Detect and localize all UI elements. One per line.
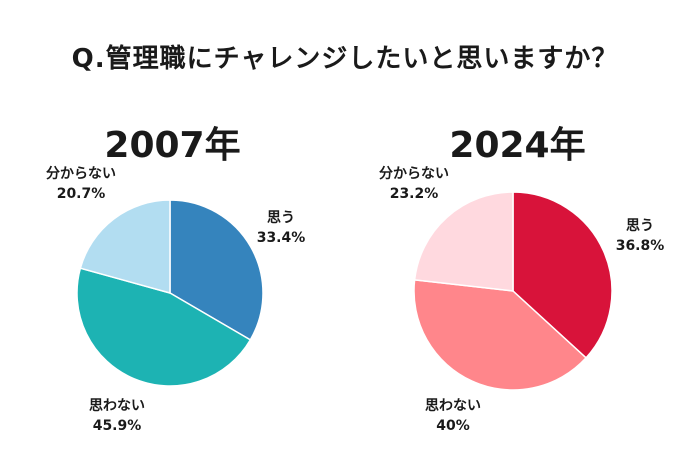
slice-value: 20.7% bbox=[56, 186, 106, 202]
pie-slice-omowanai-2024 bbox=[413, 279, 588, 391]
slice-value: 40% bbox=[436, 418, 470, 434]
slice-value: 45.9% bbox=[92, 418, 142, 434]
slice-label-wakaranai-2007: 分からない 20.7% bbox=[26, 164, 136, 204]
slice-label-omou-2024: 思う 36.8% bbox=[585, 216, 690, 256]
slice-name: 分からない bbox=[46, 166, 116, 182]
pie-svg-2007 bbox=[76, 199, 264, 387]
slice-name: 思わない bbox=[89, 398, 145, 414]
pie-slice-omowanai-2007 bbox=[76, 267, 252, 387]
question-title: Q.管理職にチャレンジしたいと思いますか？ bbox=[71, 44, 619, 74]
pie-slice-omou-2024 bbox=[512, 191, 613, 359]
chart-title-2007: 2007年 bbox=[104, 125, 241, 166]
pie-chart-2024: 2024年 思う 36.8% 思わない 40% 分からない 23.2% bbox=[345, 0, 690, 460]
slice-name: 思う bbox=[267, 210, 295, 226]
pie-slice-wakaranai-2007 bbox=[79, 199, 171, 294]
pie-slice-omou-2007 bbox=[169, 199, 264, 341]
pie-slice-wakaranai-2024 bbox=[413, 191, 514, 292]
pie-svg-2024 bbox=[413, 191, 613, 391]
slice-label-wakaranai-2024: 分からない 23.2% bbox=[359, 164, 469, 204]
slice-name: 分からない bbox=[379, 166, 449, 182]
slice-value: 36.8% bbox=[615, 238, 665, 254]
slice-name: 思う bbox=[626, 218, 654, 234]
slice-label-omowanai-2007: 思わない 45.9% bbox=[62, 396, 172, 436]
chart-title-2024: 2024年 bbox=[449, 125, 586, 166]
slice-value: 23.2% bbox=[389, 186, 439, 202]
pie-chart-2007: 2007年 思う 33.4% 思わない 45.9% 分からない 20.7% bbox=[26, 125, 336, 436]
slice-name: 思わない bbox=[425, 398, 481, 414]
slice-value: 33.4% bbox=[256, 230, 306, 246]
slice-label-omowanai-2024: 思わない 40% bbox=[398, 396, 508, 436]
slice-label-omou-2007: 思う 33.4% bbox=[226, 208, 336, 248]
